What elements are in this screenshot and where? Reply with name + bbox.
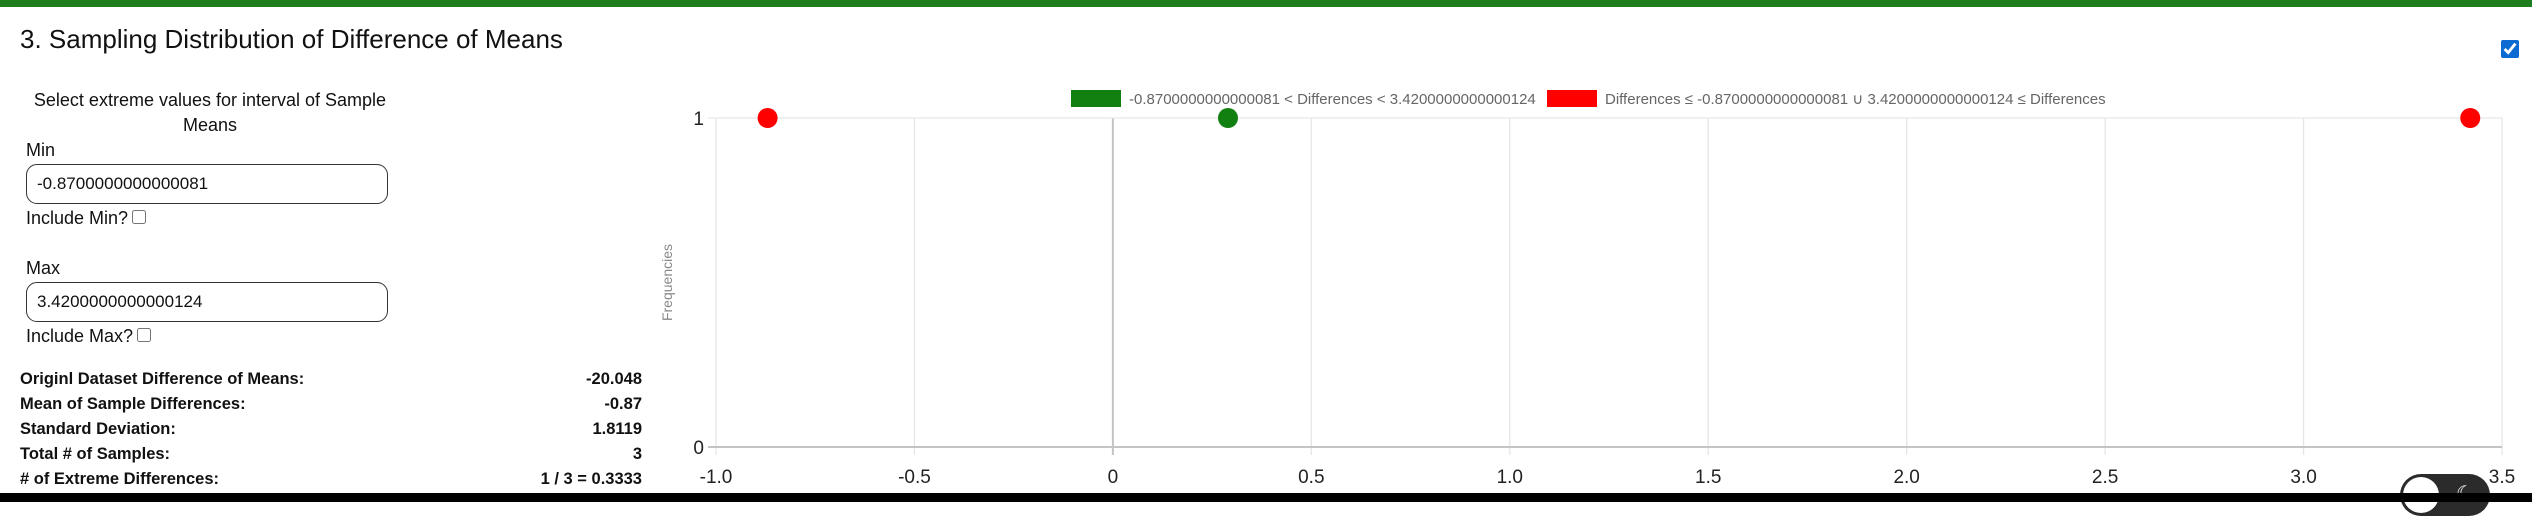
stat-value: 3 — [632, 445, 642, 463]
section-title: 3. Sampling Distribution of Difference o… — [20, 24, 563, 54]
legend-swatch — [1547, 90, 1597, 107]
y-axis-title: Frequencies — [659, 244, 675, 321]
controls-heading: Select extreme values for interval of Sa… — [33, 90, 387, 135]
include-max-row: Include Max? — [26, 326, 152, 347]
stat-row: Standard Deviation: 1.8119 — [20, 420, 642, 445]
include-min-label: Include Min? — [26, 208, 129, 228]
x-tick-label: 3.0 — [2290, 467, 2316, 488]
x-tick-label: -0.5 — [898, 467, 931, 488]
difference-scatter-chart: -1.0 -0.5 0 0.5 1.0 1.5 2.0 2.5 3.0 3.5 0 1 Frequenc… — [659, 90, 2515, 488]
x-tick-label: -1.0 — [700, 467, 733, 488]
x-tick-label: 1.0 — [1497, 467, 1523, 488]
include-min-checkbox[interactable] — [132, 210, 147, 224]
max-input[interactable] — [26, 282, 388, 322]
x-tick-label: 3.5 — [2489, 467, 2515, 488]
data-point — [1217, 108, 1238, 128]
y-tick-label: 1 — [693, 109, 704, 130]
stat-value: 1 / 3 = 0.3333 — [540, 470, 642, 488]
x-tick-label: 0.5 — [1298, 467, 1324, 488]
stat-value: 1.8119 — [592, 420, 642, 438]
min-label: Min — [26, 140, 56, 160]
legend-swatch — [1071, 90, 1121, 107]
legend-label: -0.8700000000000081 < Differences < 3.42… — [1129, 91, 1536, 108]
x-tick-label: 1.5 — [1695, 467, 1721, 488]
section-top-rule — [0, 0, 2532, 7]
y-tick-label: 0 — [693, 438, 704, 459]
stat-label: Standard Deviation: — [20, 420, 176, 438]
min-input[interactable] — [26, 164, 388, 204]
bottom-bar — [0, 493, 2532, 502]
stat-label: # of Extreme Differences: — [20, 470, 219, 488]
stat-label: Total # of Samples: — [20, 445, 171, 463]
legend-label: Differences ≤ -0.8700000000000081 ∪ 3.42… — [1605, 91, 2106, 108]
data-point — [757, 108, 778, 128]
include-max-checkbox[interactable] — [137, 328, 152, 342]
stat-row: Originl Dataset Difference of Means: -20… — [20, 370, 642, 395]
stat-row: Mean of Sample Differences: -0.87 — [20, 395, 642, 420]
data-point — [2460, 108, 2481, 128]
stat-value: -20.048 — [586, 370, 642, 388]
include-min-row: Include Min? — [26, 208, 147, 229]
stat-value: -0.87 — [604, 395, 642, 413]
stat-row: # of Extreme Differences: 1 / 3 = 0.3333 — [20, 470, 642, 495]
x-tick-label: 0 — [1108, 467, 1119, 488]
stat-label: Originl Dataset Difference of Means: — [20, 370, 305, 388]
max-label: Max — [26, 258, 61, 278]
include-max-label: Include Max? — [26, 326, 134, 346]
stat-row: Total # of Samples: 3 — [20, 445, 642, 470]
x-tick-label: 2.5 — [2092, 467, 2118, 488]
stat-label: Mean of Sample Differences: — [20, 395, 246, 413]
section-toggle-checkbox[interactable] — [2501, 40, 2519, 58]
x-tick-label: 2.0 — [1893, 467, 1919, 488]
